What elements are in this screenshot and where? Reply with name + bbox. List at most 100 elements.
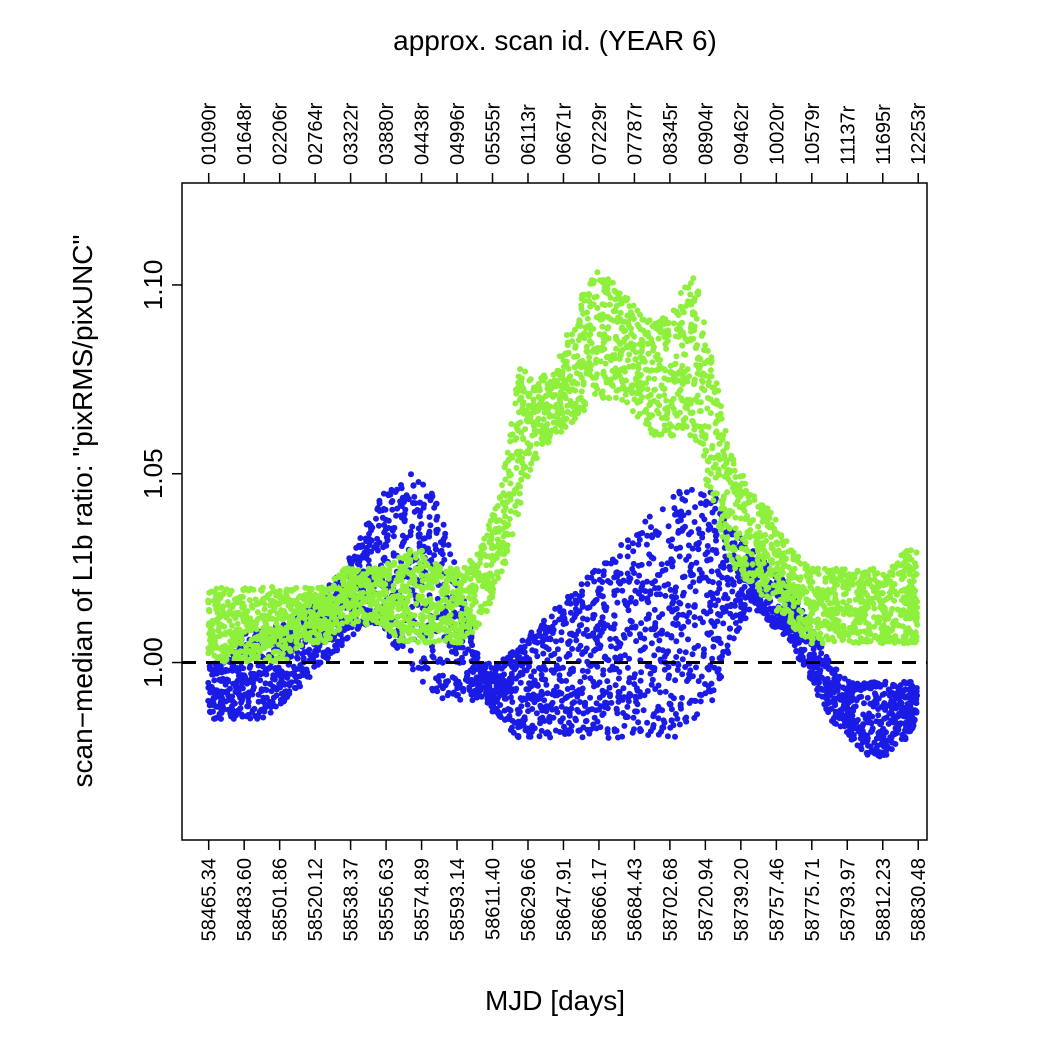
data-point <box>707 599 714 606</box>
data-point <box>595 626 602 633</box>
data-point <box>418 547 425 554</box>
data-point <box>725 581 732 588</box>
data-point <box>877 721 884 728</box>
data-point <box>670 695 677 702</box>
data-point <box>439 610 446 617</box>
data-point <box>638 669 645 676</box>
data-point <box>692 504 699 511</box>
data-point <box>668 543 675 550</box>
data-point <box>499 525 506 532</box>
data-point <box>471 592 478 599</box>
data-point <box>447 551 454 558</box>
data-point <box>686 671 693 678</box>
data-point <box>899 731 906 738</box>
data-point <box>429 604 436 611</box>
data-point <box>525 733 532 740</box>
data-point <box>478 693 485 700</box>
data-point <box>303 666 310 673</box>
data-point <box>283 693 290 700</box>
data-point <box>394 644 401 651</box>
data-point <box>568 705 575 712</box>
data-point <box>371 573 378 580</box>
data-point <box>590 721 597 728</box>
data-point <box>385 575 392 582</box>
data-point <box>615 693 622 700</box>
data-point <box>394 486 400 493</box>
data-point <box>731 602 738 609</box>
data-point <box>399 643 406 650</box>
data-point <box>343 584 350 591</box>
data-point <box>883 729 889 736</box>
data-point <box>664 560 671 567</box>
data-point <box>696 530 703 537</box>
data-point <box>261 601 268 608</box>
data-point <box>439 659 446 666</box>
data-point <box>351 603 358 610</box>
data-point <box>655 585 662 592</box>
data-point <box>705 578 712 584</box>
data-point <box>648 554 655 561</box>
data-point <box>286 688 293 695</box>
data-point <box>473 569 480 576</box>
data-point <box>654 572 661 578</box>
data-point <box>419 593 425 600</box>
data-point <box>639 530 646 536</box>
data-point <box>637 631 643 638</box>
data-point <box>324 655 331 662</box>
data-point <box>388 614 395 621</box>
data-point <box>682 497 689 504</box>
data-point <box>423 597 430 604</box>
data-point <box>583 626 590 633</box>
data-point <box>246 648 253 654</box>
data-point <box>283 624 290 631</box>
data-point <box>483 581 490 588</box>
data-point <box>600 625 607 632</box>
data-point <box>832 695 839 702</box>
data-point <box>216 653 223 660</box>
data-point <box>668 706 675 713</box>
data-point <box>361 574 368 581</box>
data-point <box>412 500 419 507</box>
data-point <box>413 621 420 628</box>
data-point <box>214 609 221 616</box>
data-point <box>624 553 631 560</box>
data-point <box>529 722 536 729</box>
data-point <box>423 576 430 583</box>
data-point <box>538 727 545 734</box>
data-point <box>600 620 607 627</box>
data-point <box>713 531 720 538</box>
data-point <box>311 598 318 605</box>
data-point <box>909 724 916 731</box>
data-point <box>389 506 396 513</box>
data-point <box>338 642 345 649</box>
data-point <box>716 571 723 578</box>
data-point <box>270 588 277 595</box>
data-point <box>420 504 427 511</box>
data-point <box>656 637 663 644</box>
data-point <box>496 692 503 699</box>
data-point <box>342 624 349 631</box>
data-point <box>293 636 300 643</box>
top-axis-ticks: 01090r 01648r 02206r 02764r 03322r 03880r 0443… <box>199 102 930 183</box>
data-point <box>690 579 697 586</box>
data-point <box>507 650 514 657</box>
data-point <box>852 703 859 710</box>
data-point <box>593 637 600 644</box>
data-point <box>245 703 252 710</box>
data-point <box>526 377 533 384</box>
data-point <box>615 689 622 695</box>
data-point <box>679 656 686 663</box>
top-tick-label: 06113r <box>518 104 540 165</box>
data-point <box>255 691 262 698</box>
top-tick-label: 11695r <box>873 104 895 165</box>
data-point <box>463 673 470 680</box>
data-point <box>740 609 747 616</box>
top-tick-label: 10579r <box>802 102 824 165</box>
data-point <box>549 706 556 713</box>
data-point <box>262 680 269 687</box>
data-point <box>614 587 621 594</box>
data-point <box>532 450 539 457</box>
data-point <box>461 564 468 571</box>
data-point <box>450 690 457 697</box>
data-point <box>543 644 549 651</box>
